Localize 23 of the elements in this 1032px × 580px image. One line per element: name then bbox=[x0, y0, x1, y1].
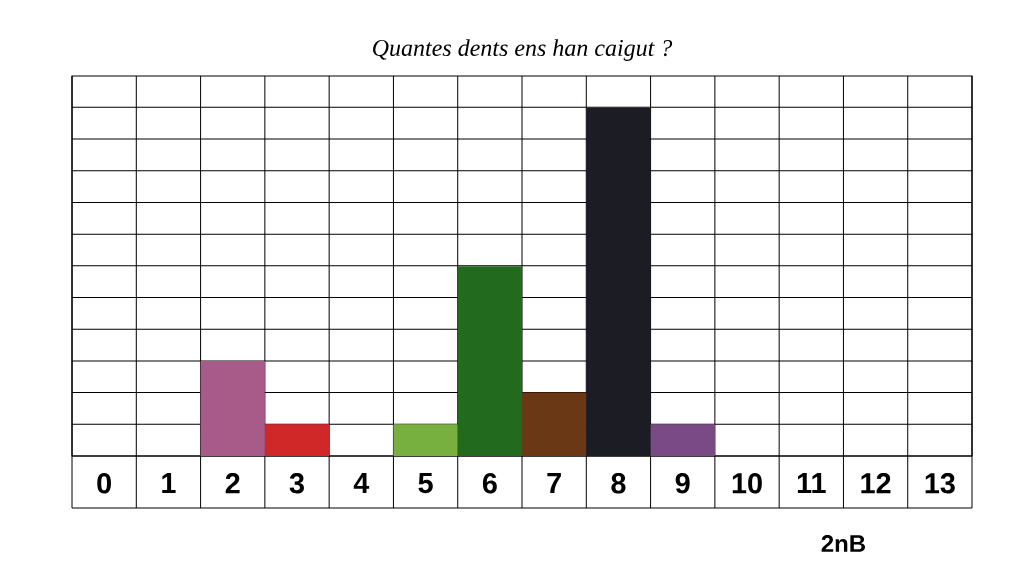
x-tick-label: 4 bbox=[353, 473, 370, 493]
x-tick-label: 10 bbox=[732, 473, 762, 494]
x-tick-label: 0 bbox=[97, 473, 111, 494]
x-tick-label: 9 bbox=[675, 473, 690, 494]
x-tick-label: 3 bbox=[289, 473, 304, 494]
x-tick-label: 11 bbox=[797, 473, 826, 493]
x-tick-label: 13 bbox=[925, 473, 955, 494]
x-tick-label: 8 bbox=[611, 473, 626, 494]
x-tick-label: 6 bbox=[482, 473, 497, 494]
bar bbox=[650, 424, 715, 456]
bar bbox=[393, 424, 458, 456]
bar bbox=[586, 107, 651, 456]
x-tick-label: 7 bbox=[547, 473, 561, 493]
x-tick-label: 12 bbox=[861, 473, 891, 494]
x-tick-label: 2 bbox=[225, 473, 240, 494]
chart-title: Quantes dents ens han caigut ? bbox=[373, 39, 673, 61]
text: 2nB bbox=[821, 535, 866, 552]
bar bbox=[457, 266, 523, 456]
bar bbox=[522, 392, 587, 456]
x-tick-label: 5 bbox=[418, 473, 433, 494]
bar bbox=[264, 424, 330, 456]
x-tick-label: 1 bbox=[162, 473, 176, 493]
bar bbox=[200, 360, 265, 456]
